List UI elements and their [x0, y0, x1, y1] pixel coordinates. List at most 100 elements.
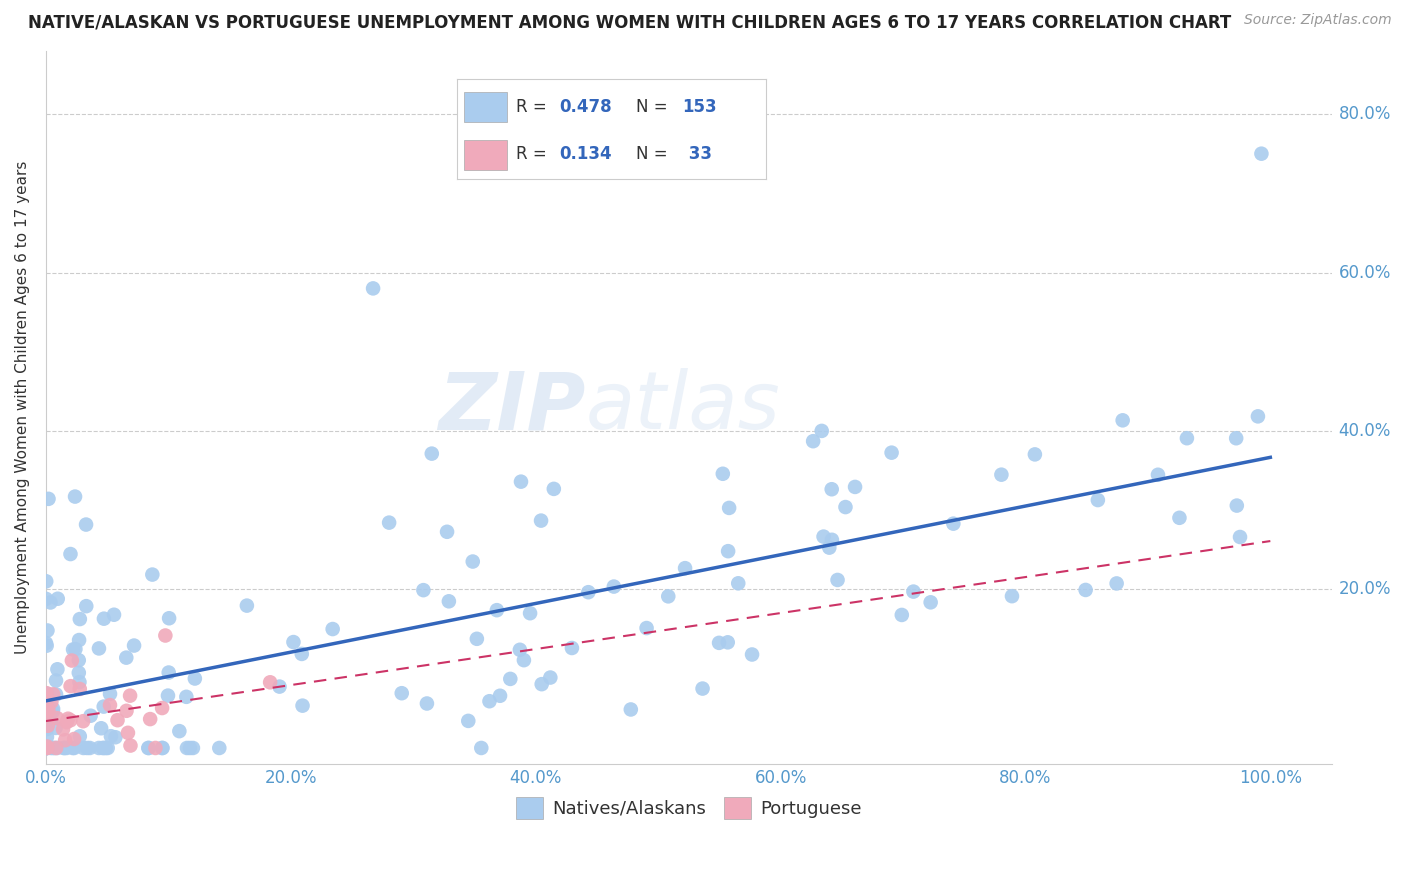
Point: [1147, 467, 1170, 482]
Point: [53, 741, 76, 756]
Point: [530, 677, 553, 691]
Text: 40.0%: 40.0%: [1339, 422, 1391, 440]
Point: [1250, 146, 1272, 161]
Point: [93, 741, 115, 756]
Point: [52, 741, 75, 756]
Point: [65, 642, 87, 657]
Point: [75, 517, 97, 532]
Point: [1225, 431, 1247, 445]
Point: [45, 741, 67, 756]
Point: [1087, 493, 1109, 508]
Point: [76, 741, 98, 756]
Point: [141, 567, 163, 582]
Point: [35, 699, 58, 714]
Point: [880, 445, 903, 459]
Point: [117, 726, 139, 740]
Point: [692, 681, 714, 696]
Point: [150, 741, 173, 756]
Point: [45, 687, 67, 701]
Point: [75, 599, 97, 614]
Point: [1247, 409, 1270, 424]
Point: [361, 281, 384, 295]
Point: [72, 714, 94, 729]
Point: [818, 541, 841, 555]
Point: [37, 741, 59, 756]
Point: [416, 697, 439, 711]
Text: Source: ZipAtlas.com: Source: ZipAtlas.com: [1244, 13, 1392, 28]
Point: [176, 690, 198, 704]
Point: [990, 467, 1012, 482]
Point: [37, 491, 59, 506]
Point: [120, 689, 142, 703]
Point: [1175, 431, 1198, 445]
Point: [942, 516, 965, 531]
Point: [35, 574, 58, 589]
Point: [179, 741, 201, 756]
Point: [412, 583, 434, 598]
Point: [35, 639, 58, 653]
Point: [152, 741, 174, 756]
Point: [821, 482, 844, 496]
Point: [94, 741, 117, 756]
Point: [69, 681, 91, 696]
Point: [1168, 511, 1191, 525]
Point: [538, 671, 561, 685]
Point: [35, 741, 58, 756]
Point: [184, 672, 207, 686]
Point: [39, 741, 62, 756]
Point: [46, 662, 69, 676]
Point: [156, 689, 179, 703]
Point: [107, 713, 129, 727]
Point: [79, 741, 101, 756]
Point: [53, 733, 76, 747]
Point: [291, 698, 314, 713]
Point: [810, 424, 832, 438]
Point: [100, 729, 122, 743]
Text: NATIVE/ALASKAN VS PORTUGUESE UNEMPLOYMENT AMONG WOMEN WITH CHILDREN AGES 6 TO 17: NATIVE/ALASKAN VS PORTUGUESE UNEMPLOYMEN…: [28, 13, 1232, 31]
Point: [67, 665, 90, 680]
Point: [169, 724, 191, 739]
Point: [489, 689, 512, 703]
Point: [67, 653, 90, 667]
Point: [63, 741, 86, 756]
Point: [104, 730, 127, 744]
Point: [39, 595, 62, 609]
Point: [35, 741, 58, 756]
Point: [181, 741, 204, 756]
Point: [543, 482, 565, 496]
Point: [62, 741, 84, 756]
Point: [821, 533, 844, 547]
Point: [157, 665, 180, 680]
Point: [72, 741, 94, 756]
Point: [35, 741, 58, 756]
Point: [801, 434, 824, 449]
Point: [42, 741, 65, 756]
Point: [437, 594, 460, 608]
Point: [208, 741, 231, 756]
Point: [513, 653, 536, 667]
Point: [35, 741, 58, 756]
Point: [91, 741, 114, 756]
Point: [457, 714, 479, 728]
Point: [636, 621, 658, 635]
Point: [79, 708, 101, 723]
Point: [60, 654, 83, 668]
Point: [69, 675, 91, 690]
Point: [1074, 582, 1097, 597]
Point: [718, 500, 741, 515]
Point: [87, 741, 110, 756]
Point: [35, 741, 58, 756]
Text: atlas: atlas: [586, 368, 780, 446]
Point: [35, 636, 58, 650]
Point: [470, 741, 492, 756]
Point: [93, 612, 115, 626]
Point: [478, 694, 501, 708]
Point: [46, 741, 69, 756]
Point: [707, 636, 730, 650]
Point: [35, 710, 58, 724]
Text: 20.0%: 20.0%: [1339, 581, 1391, 599]
Point: [603, 580, 626, 594]
Point: [44, 741, 66, 756]
Point: [391, 686, 413, 700]
Point: [890, 607, 912, 622]
